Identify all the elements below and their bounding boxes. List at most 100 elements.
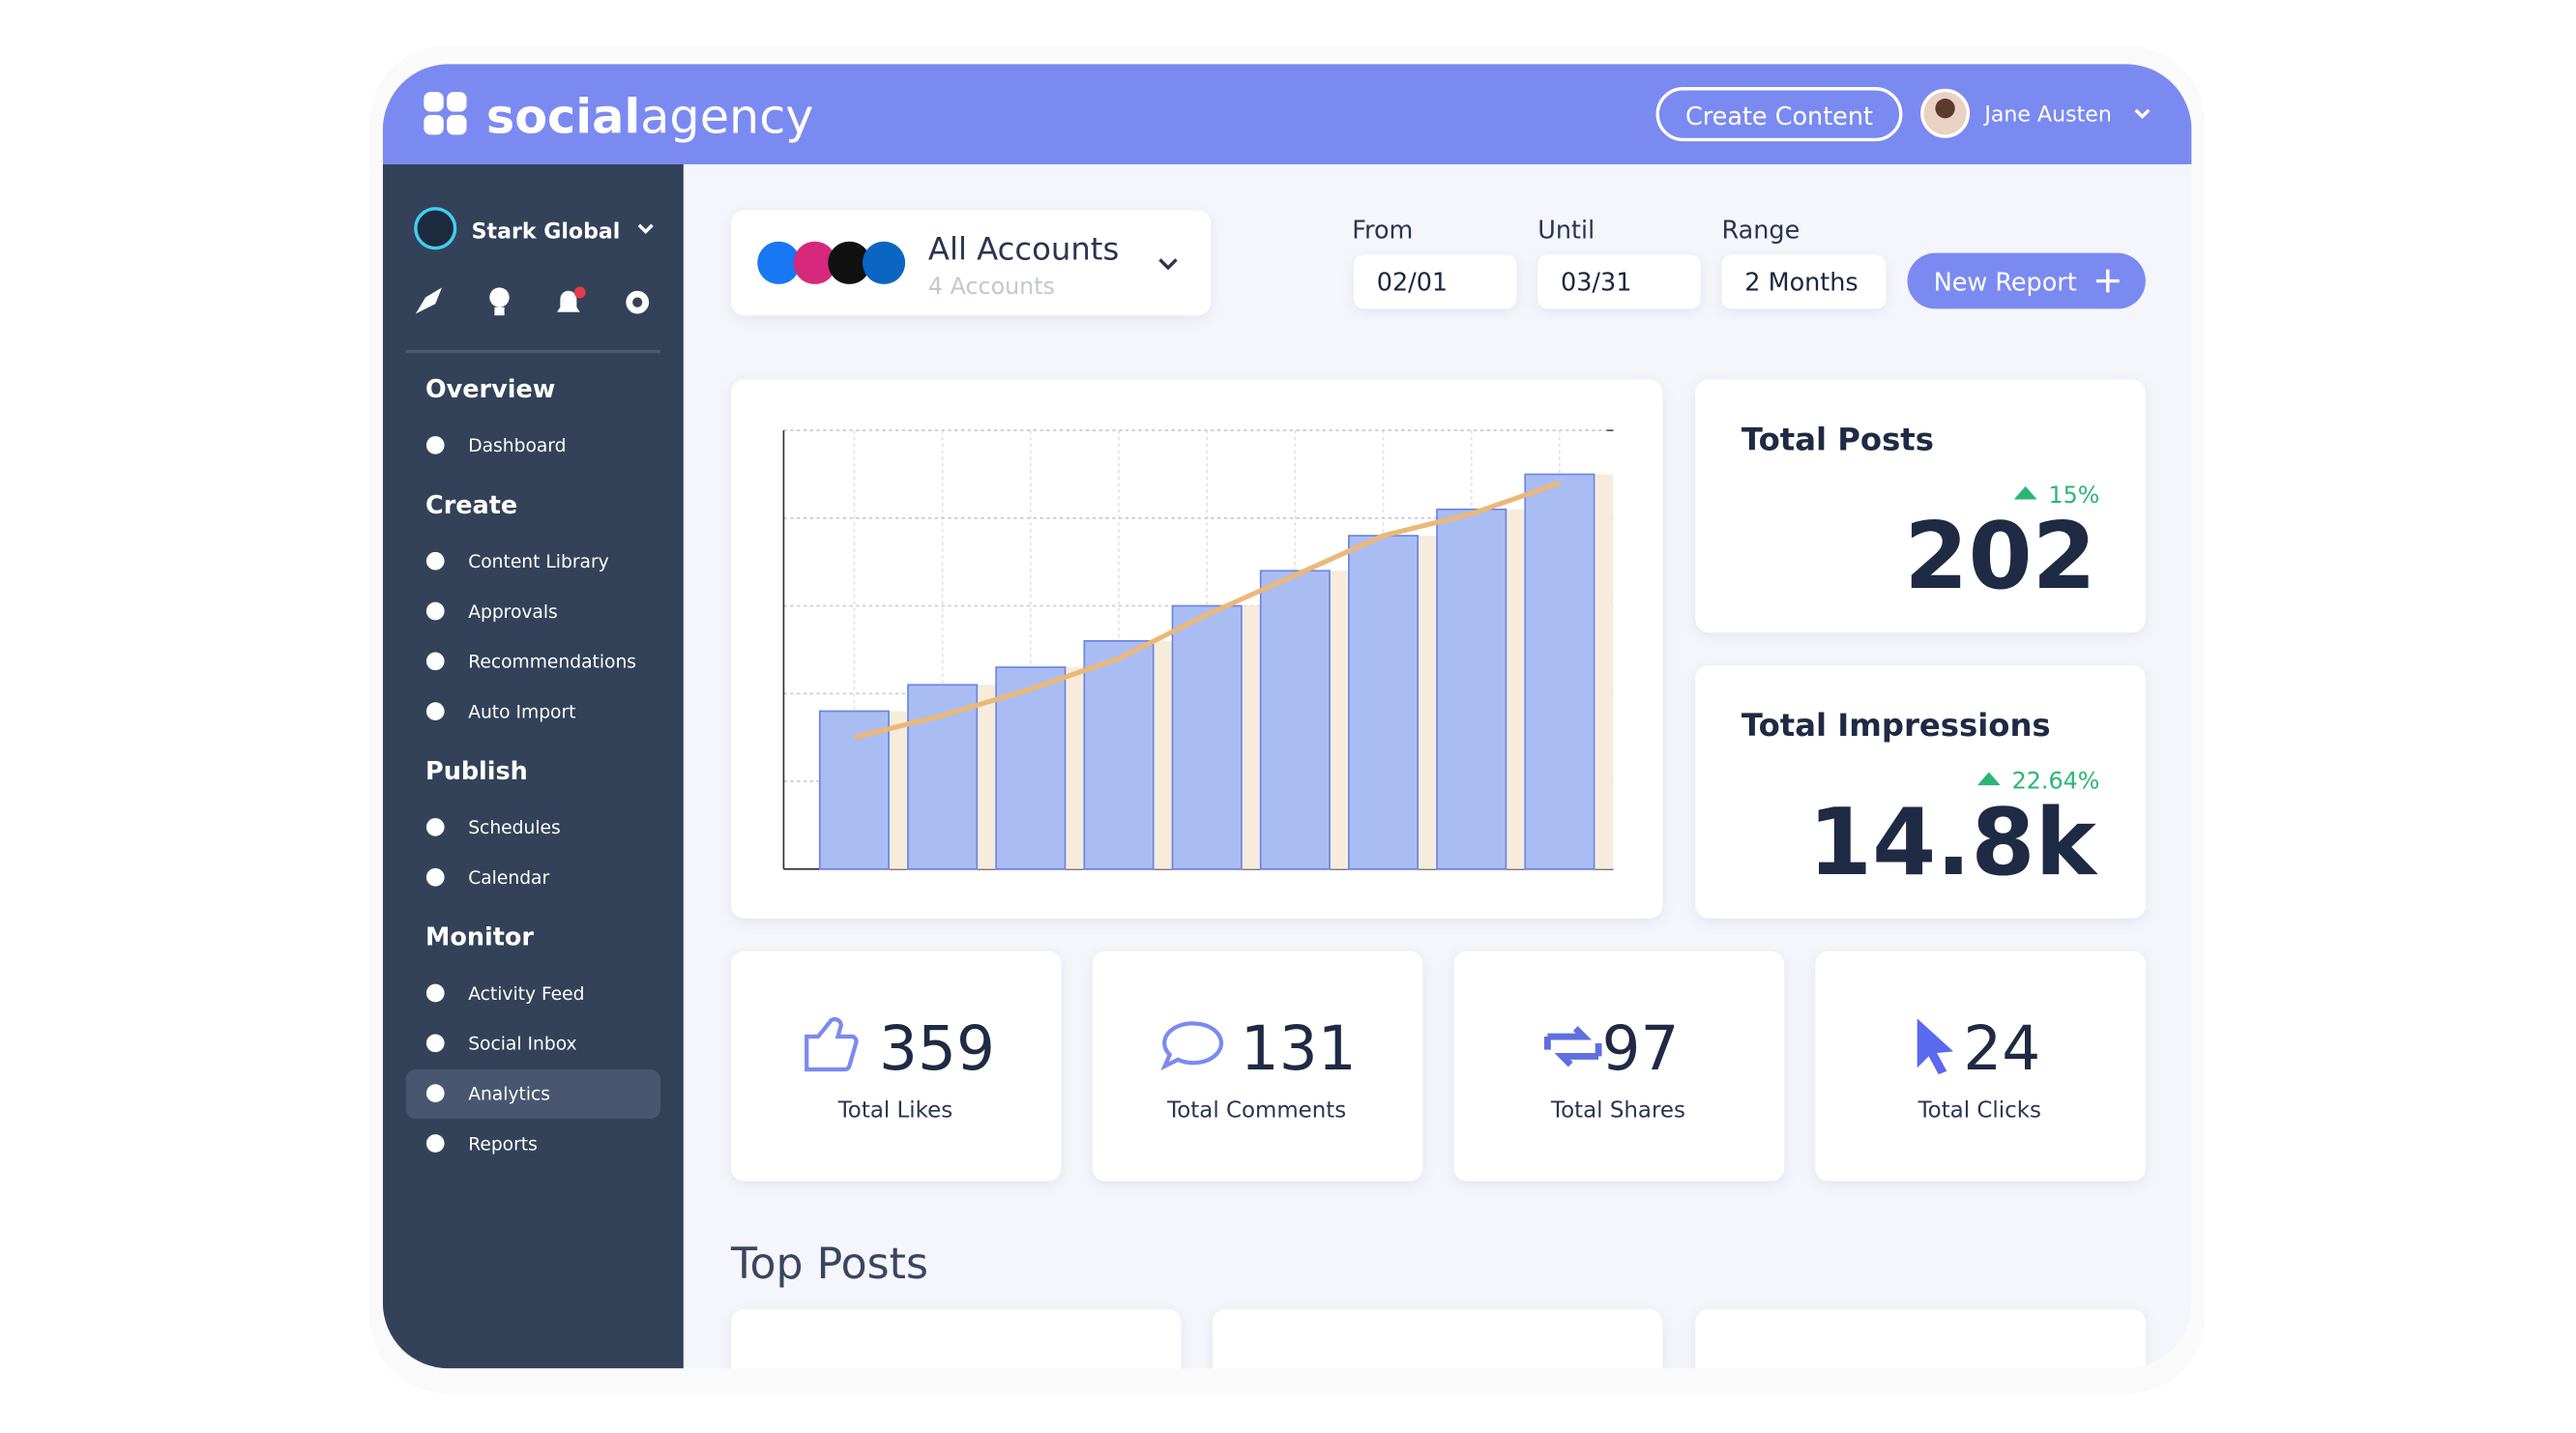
kpi-card: [1695, 665, 2146, 919]
nav-dot: [425, 818, 445, 836]
nav-dot: [425, 1134, 445, 1153]
bar: [1436, 508, 1508, 870]
bar-shadow: [1065, 667, 1085, 869]
nav-section: Create: [425, 491, 517, 520]
stat-label: Total Shares: [1550, 1097, 1685, 1123]
stat-label: Total Likes: [837, 1097, 952, 1123]
post-card[interactable]: [1212, 1309, 1663, 1408]
stat-label: Total Clicks: [1917, 1097, 2041, 1123]
nav-dot: [425, 983, 445, 1003]
nav-item[interactable]: Recommendations: [468, 653, 636, 673]
sidebar-icons[interactable]: [415, 286, 650, 316]
accounts-title: All Accounts: [928, 230, 1119, 267]
bar: [1171, 604, 1243, 870]
from-value: 02/01: [1377, 269, 1448, 298]
top-bar: [382, 64, 2192, 164]
create-label: Create Content: [1685, 102, 1873, 132]
nav-item[interactable]: Approvals: [468, 602, 558, 623]
create-button[interactable]: [1655, 87, 1903, 142]
accounts-subtitle: 4 Accounts: [928, 273, 1055, 300]
nav-dot: [425, 436, 445, 454]
stat-label: Total Comments: [1166, 1097, 1346, 1123]
stat-card: [1092, 950, 1423, 1182]
new-report-label: New Report: [1934, 269, 2077, 298]
kpi-card: [1695, 379, 2146, 633]
from-field[interactable]: [1353, 254, 1517, 309]
nav-item[interactable]: Schedules: [468, 818, 561, 838]
nav-section: Monitor: [425, 923, 534, 952]
active-highlight: [405, 1069, 660, 1119]
bar-shadow: [1594, 474, 1614, 869]
stat-card: [1815, 950, 2146, 1182]
kpi-change: 15%: [2048, 482, 2099, 509]
nav-dot: [425, 601, 445, 621]
bar: [907, 684, 979, 870]
bar-shadow: [1241, 605, 1261, 869]
kpi-title: Total Posts: [1742, 422, 1934, 458]
bar-shadow: [1418, 535, 1438, 869]
nav-item[interactable]: Auto Import: [468, 702, 575, 722]
range-label: Range: [1722, 216, 1800, 245]
stat-icon: [1160, 1021, 1224, 1071]
nav-dot: [425, 867, 445, 887]
line: [853, 481, 1561, 741]
sidebar: [382, 163, 684, 1369]
bar: [995, 666, 1067, 870]
range-value: 2 Months: [1744, 269, 1858, 298]
bar-shadow: [1330, 570, 1349, 869]
nav-item[interactable]: Reports: [468, 1134, 538, 1155]
up-arrow: [2013, 485, 2037, 500]
until-value: 03/31: [1561, 269, 1631, 298]
bar: [1083, 640, 1155, 870]
nav-section: Publish: [425, 757, 528, 786]
post-card[interactable]: [1695, 1309, 2146, 1408]
up-arrow: [1976, 772, 2001, 786]
until-label: Until: [1537, 216, 1595, 245]
nav-dot: [425, 551, 445, 570]
bar: [818, 710, 891, 870]
nav-section: Overview: [425, 375, 555, 404]
stat-card: [731, 950, 1062, 1182]
kpi-value: 202: [1904, 504, 2096, 610]
workspace-icon: [414, 207, 457, 250]
nav-item[interactable]: Analytics: [468, 1084, 550, 1104]
section-title: Top Posts: [730, 1240, 928, 1289]
kpi-change: 22.64%: [2012, 767, 2100, 794]
stat-icon: [1544, 1026, 1602, 1067]
bar: [1524, 473, 1595, 870]
logo-icon: [424, 92, 467, 135]
post-card[interactable]: [731, 1309, 1182, 1408]
kpi-title: Total Impressions: [1742, 707, 2051, 744]
stat-value: 359: [879, 1013, 995, 1084]
brand: socialagency: [486, 89, 814, 145]
nav-item[interactable]: Content Library: [468, 552, 608, 572]
stat-value: 97: [1602, 1013, 1680, 1084]
new-report-button[interactable]: [1907, 252, 2146, 309]
bar-shadow: [1506, 509, 1526, 869]
until-field[interactable]: [1537, 254, 1701, 309]
range-field[interactable]: [1721, 254, 1887, 309]
nav-item[interactable]: Social Inbox: [468, 1035, 576, 1055]
bar: [1348, 535, 1420, 870]
stat-card: [1453, 950, 1785, 1182]
nav-dot: [425, 652, 445, 671]
user-name[interactable]: Jane Austen: [1982, 103, 2111, 128]
nav-dot: [425, 1034, 445, 1053]
stat-value: 24: [1963, 1013, 2040, 1084]
nav-dot: [425, 1084, 445, 1102]
accounts-card[interactable]: [731, 210, 1212, 316]
kpi-value: 14.8k: [1808, 790, 2099, 896]
bar-shadow: [889, 711, 908, 869]
nav-item[interactable]: Dashboard: [468, 436, 566, 456]
from-label: From: [1352, 216, 1413, 245]
nav-item[interactable]: Calendar: [468, 868, 549, 889]
nav-dot: [425, 702, 445, 720]
stat-icon: [805, 1017, 859, 1072]
nav-item[interactable]: Activity Feed: [468, 984, 584, 1005]
bar: [1259, 570, 1331, 870]
stat-icon: [1917, 1018, 1954, 1075]
bar-shadow: [1153, 640, 1173, 869]
stat-value: 131: [1241, 1013, 1357, 1084]
workspace[interactable]: Stark Global: [472, 219, 621, 244]
